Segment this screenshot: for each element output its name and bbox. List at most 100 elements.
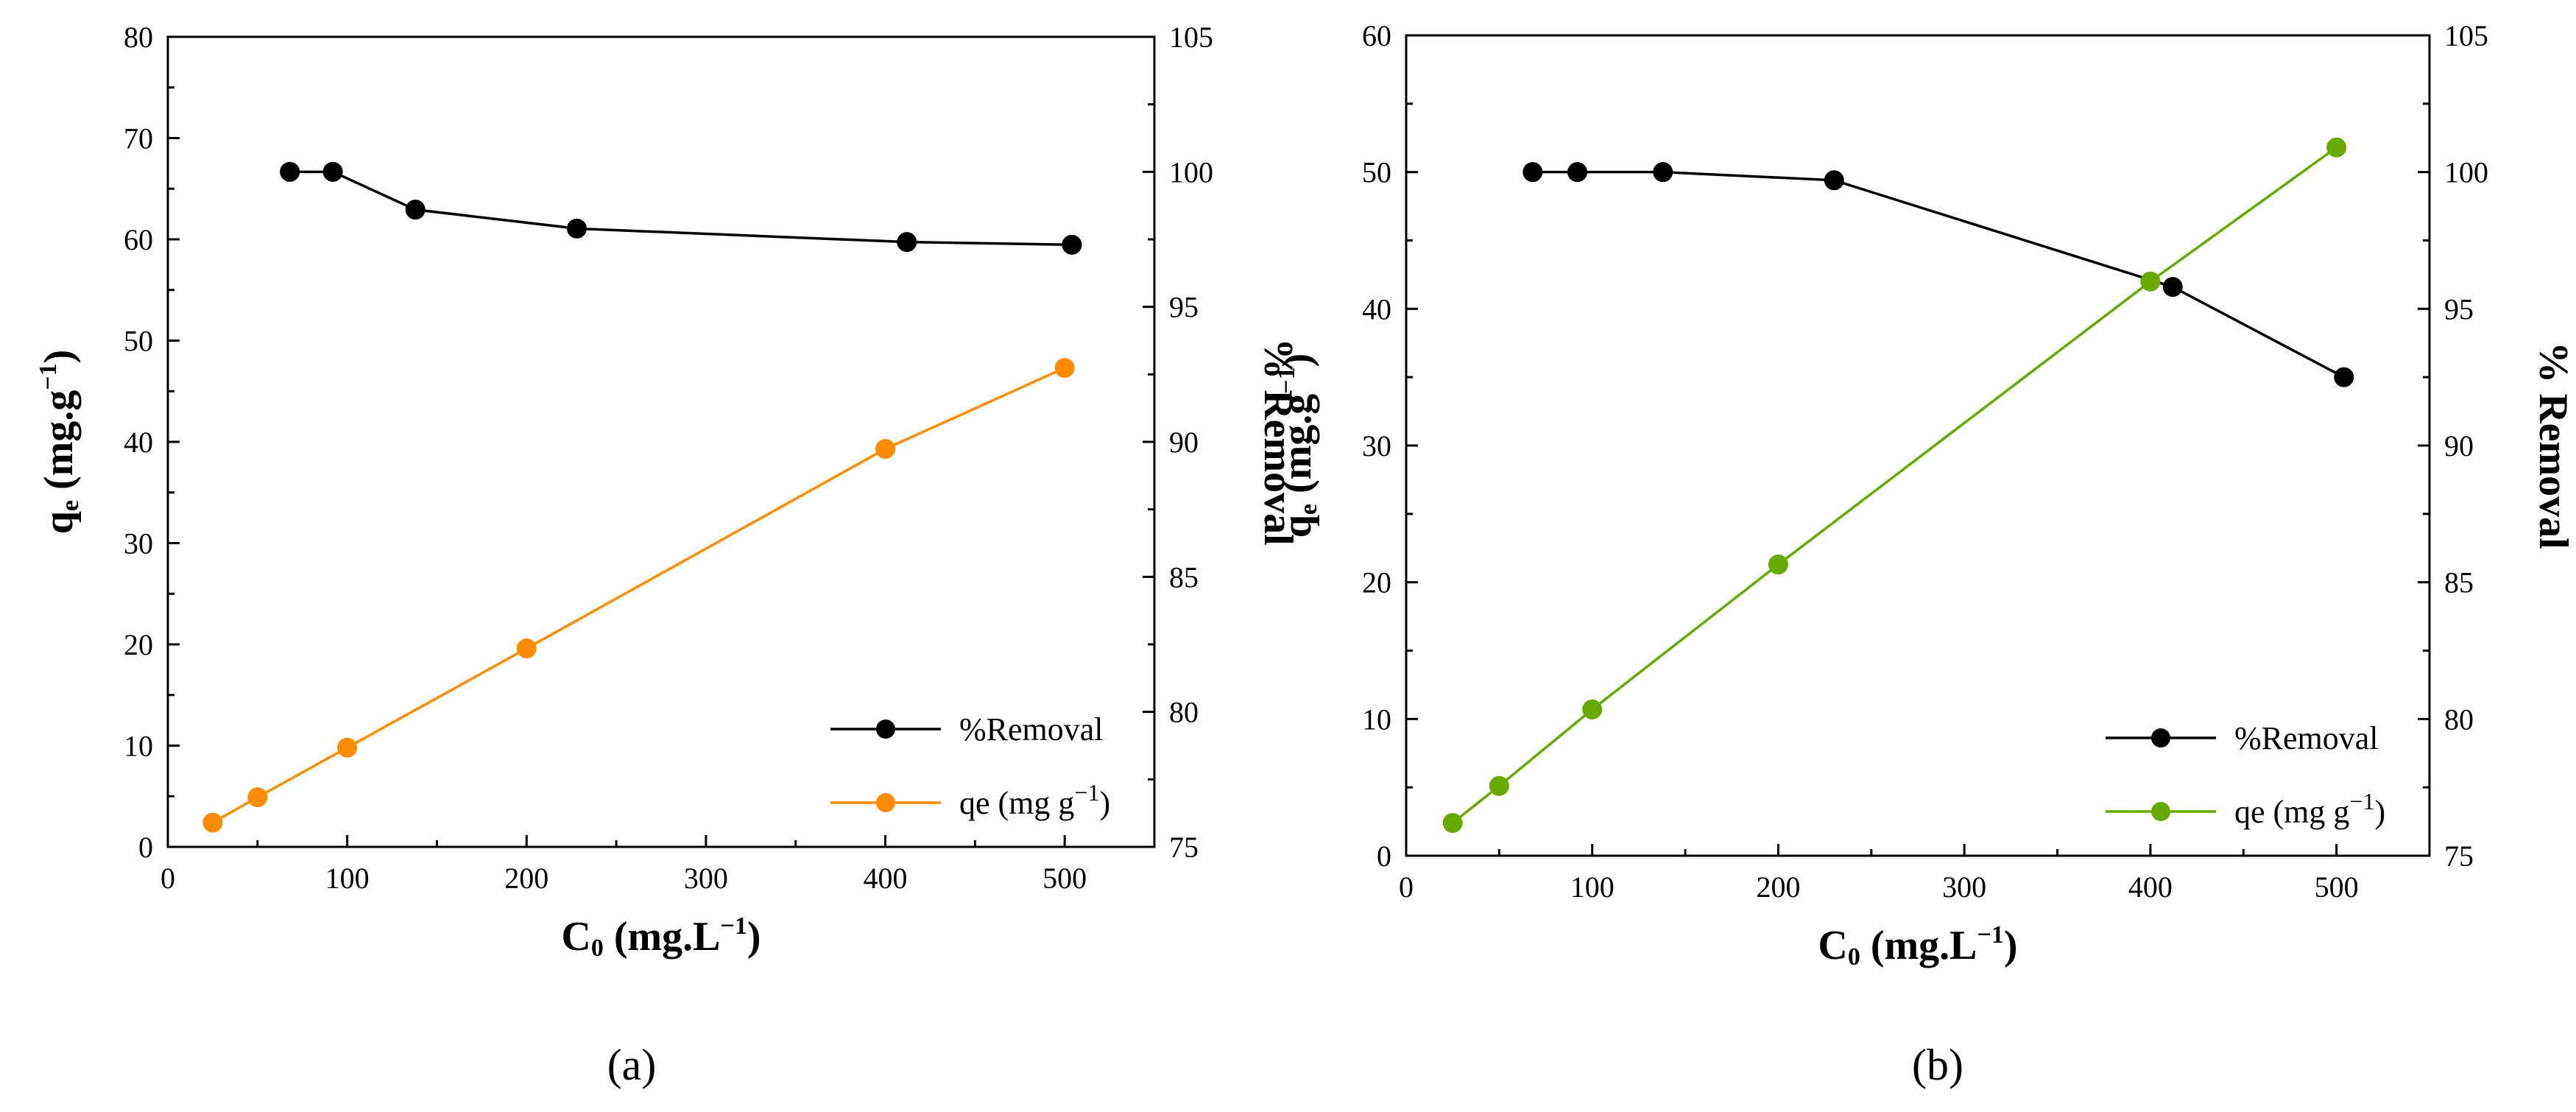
x-axis-title: C0 (mg.L−1) <box>1818 921 2017 971</box>
y-left-tick-label: 0 <box>138 831 153 864</box>
data-point-qe <box>202 812 223 833</box>
y-right-tick-label: 100 <box>2444 156 2488 189</box>
data-point-removal <box>566 218 587 239</box>
y-right-tick-label: 75 <box>1169 831 1199 864</box>
y-left-tick-label: 10 <box>1362 703 1391 736</box>
legend-label-main: qe (mg g <box>2234 794 2349 830</box>
x-tick-label: 400 <box>2128 870 2173 904</box>
data-point-removal <box>1824 170 1844 191</box>
legend-marker <box>2151 802 2170 821</box>
data-point-removal <box>405 200 426 220</box>
data-point-qe <box>1489 775 1509 796</box>
x-axis-title-close: ) <box>2004 923 2018 968</box>
y-left-tick-label: 10 <box>124 730 153 763</box>
legend-label: %Removal <box>2234 720 2379 756</box>
y-left-axis-title-unit: (mg.g <box>1274 394 1320 504</box>
data-point-removal <box>280 161 300 182</box>
data-point-removal <box>1522 162 1543 183</box>
data-point-removal <box>2334 367 2354 387</box>
x-axis-title-unit: (mg.L <box>604 914 721 960</box>
x-tick-label: 300 <box>684 862 728 895</box>
data-point-qe <box>516 638 537 658</box>
y-left-axis-title-close: ) <box>1274 353 1320 367</box>
y-right-tick-label: 75 <box>2444 840 2474 873</box>
y-right-tick-label: 85 <box>1169 560 1199 594</box>
data-point-qe <box>1582 699 1603 719</box>
data-point-qe <box>1442 812 1463 833</box>
series-line-qe <box>1452 146 2337 824</box>
x-tick-label: 500 <box>2315 870 2359 904</box>
data-point-qe <box>1054 358 1075 379</box>
y-right-tick-label: 80 <box>2444 703 2474 736</box>
legend-label-close: ) <box>1099 785 1110 821</box>
y-right-axis-title: % Removal <box>2530 342 2576 549</box>
data-point-removal <box>1567 162 1588 183</box>
x-axis-title-main: C <box>561 914 590 960</box>
x-axis-title: C0 (mg.L−1) <box>561 912 761 962</box>
y-right-tick-label: 95 <box>2444 292 2474 325</box>
y-left-tick-label: 70 <box>124 122 153 155</box>
data-point-removal <box>1062 234 1082 255</box>
data-point-removal <box>322 161 343 182</box>
y-left-axis-title-subscript: e <box>57 500 84 511</box>
legend-label-main: %Removal <box>959 711 1104 747</box>
x-axis-title-main: C <box>1818 923 1847 968</box>
data-point-qe <box>875 439 896 460</box>
y-left-tick-label: 20 <box>124 628 153 661</box>
x-axis-title-unit: (mg.L <box>1860 923 1977 968</box>
data-point-qe <box>337 737 358 758</box>
y-right-tick-label: 85 <box>2444 566 2474 599</box>
legend-label: qe (mg g−1) <box>959 779 1110 821</box>
x-tick-label: 100 <box>1570 870 1615 904</box>
y-left-axis-title-close: ) <box>36 350 82 364</box>
y-left-tick-label: 0 <box>1377 840 1391 873</box>
legend-marker <box>876 719 895 739</box>
data-point-removal <box>2162 277 2183 298</box>
x-axis-title-subscript: 0 <box>591 935 604 962</box>
data-point-qe <box>247 787 268 808</box>
series-line-removal <box>1532 170 2345 379</box>
y-left-tick-label: 60 <box>1362 19 1391 52</box>
legend-label-superscript: −1 <box>2349 788 2374 814</box>
y-left-axis-title-main: q <box>36 511 82 534</box>
y-left-tick-label: 50 <box>1362 156 1391 189</box>
legend-marker <box>2151 728 2170 747</box>
x-axis-title-superscript: −1 <box>721 912 747 940</box>
y-right-tick-label: 105 <box>2444 19 2488 52</box>
data-point-removal <box>1653 162 1673 183</box>
data-point-qe <box>2140 271 2161 292</box>
legend-label: qe (mg g−1) <box>2234 788 2385 830</box>
y-left-axis-title-subscript: e <box>1295 504 1322 515</box>
y-left-axis-title-main: q <box>1274 515 1320 538</box>
y-left-axis-title: qe (mg.g−1) <box>1273 353 1322 538</box>
legend-label-superscript: −1 <box>1074 779 1099 806</box>
x-tick-label: 0 <box>160 862 175 895</box>
x-tick-label: 500 <box>1042 862 1087 895</box>
y-right-tick-label: 100 <box>1169 155 1213 189</box>
x-axis-title-subscript: 0 <box>1848 943 1860 971</box>
legend-label-main: qe (mg g <box>959 785 1074 821</box>
y-left-tick-label: 40 <box>124 426 153 459</box>
x-tick-label: 100 <box>325 862 370 895</box>
x-tick-label: 400 <box>864 862 908 895</box>
chart-panel-b: 0 100 200 300 400 500 0 10 20 30 40 50 60 75 80 85 90 95 1… <box>1273 19 2576 1089</box>
panel-label: (b) <box>1912 1041 1963 1089</box>
x-tick-label: 200 <box>1756 870 1800 904</box>
chart-panel-a: 0 100 200 300 400 500 0 10 20 30 40 50 60 70 80 75 80 85 9… <box>35 21 1301 1089</box>
data-point-qe <box>1768 555 1788 575</box>
y-left-tick-label: 80 <box>124 21 153 54</box>
y-left-tick-label: 30 <box>124 527 153 560</box>
y-left-tick-label: 20 <box>1362 566 1391 599</box>
y-right-tick-label: 90 <box>2444 429 2474 462</box>
data-point-removal <box>897 232 917 253</box>
x-tick-label: 300 <box>1942 870 1986 904</box>
y-left-axis-title-superscript: −1 <box>1273 367 1300 393</box>
y-right-tick-label: 90 <box>1169 426 1199 459</box>
legend-marker <box>876 793 895 812</box>
y-right-tick-label: 95 <box>1169 291 1199 324</box>
legend-label: %Removal <box>959 711 1104 747</box>
legend-label-main: %Removal <box>2234 720 2379 756</box>
data-point-qe <box>2326 137 2347 158</box>
y-left-axis-title-unit: (mg.g <box>36 390 82 500</box>
